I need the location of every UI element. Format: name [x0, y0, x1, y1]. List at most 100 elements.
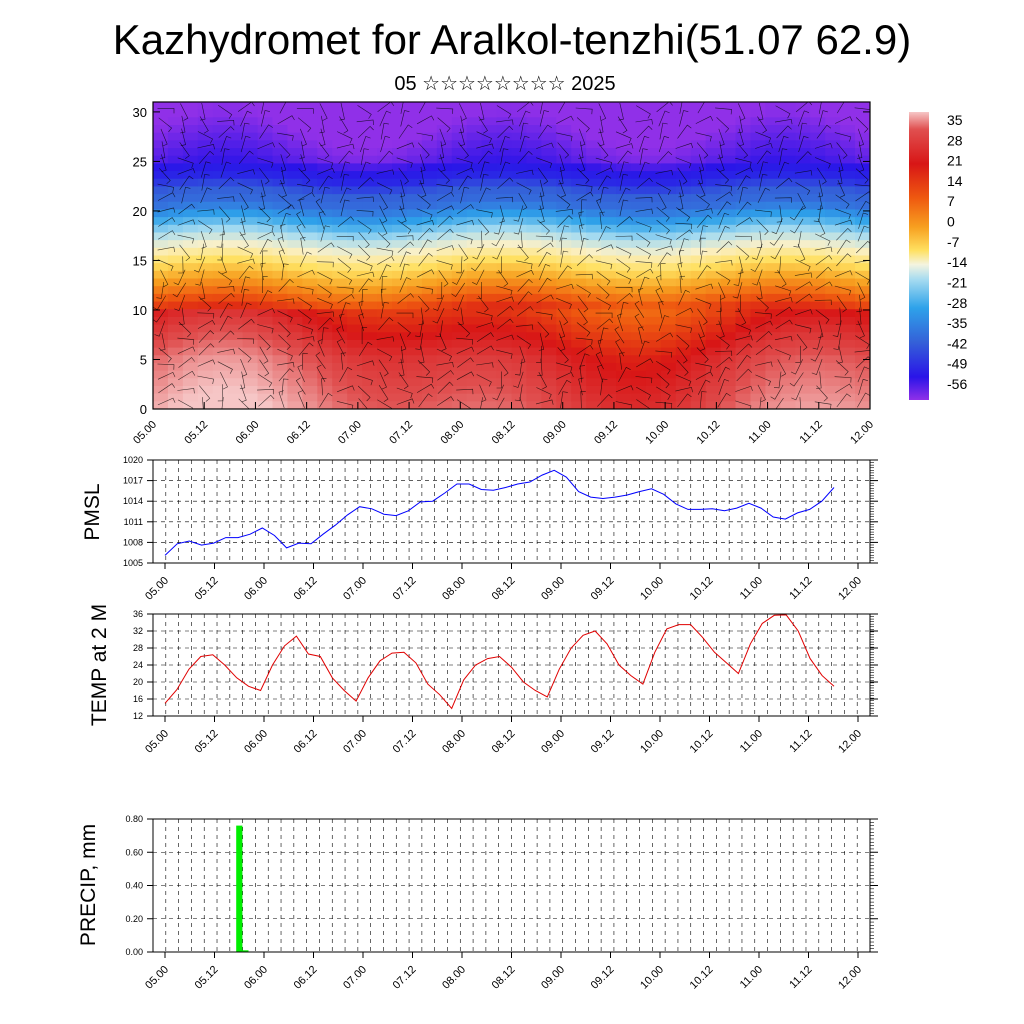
- heat-cell: [735, 362, 752, 372]
- heat-cell: [212, 240, 229, 249]
- wind-barb: [217, 196, 235, 202]
- y-tick-label: 1005: [123, 558, 143, 568]
- heat-cell: [436, 301, 453, 310]
- wind-barb: [201, 173, 210, 191]
- wind-barb: [456, 167, 475, 175]
- heat-cell: [347, 171, 363, 180]
- wind-barb: [679, 275, 686, 294]
- x-tick-label: 11.00: [738, 728, 765, 755]
- heat-cell: [153, 117, 169, 126]
- heat-cell: [855, 301, 870, 310]
- wind-barb: [317, 284, 332, 298]
- heat-cell: [167, 140, 184, 149]
- heat-cell: [287, 293, 303, 303]
- heat-cell: [705, 378, 722, 387]
- heat-cell: [511, 355, 528, 364]
- wind-barb: [379, 205, 388, 224]
- heat-cell: [541, 293, 557, 303]
- wind-barb: [636, 232, 651, 247]
- wind-barb: [451, 282, 466, 298]
- heat-cell: [167, 117, 184, 126]
- heat-cell: [212, 132, 229, 141]
- heat-cell: [586, 278, 602, 287]
- heat-cell: [825, 255, 841, 264]
- heat-cell: [765, 255, 781, 264]
- wind-barb: [277, 236, 285, 255]
- wind-barb: [836, 227, 852, 241]
- heat-cell: [855, 385, 870, 395]
- heat-cell: [481, 217, 498, 226]
- heat-cell: [511, 301, 528, 310]
- y-tick-label: 15: [133, 253, 147, 268]
- heat-cell: [317, 293, 333, 303]
- heat-cell: [586, 263, 602, 272]
- heat-cell: [347, 132, 363, 141]
- heat-cell: [392, 339, 408, 349]
- heat-cell: [511, 286, 528, 295]
- heat-cell: [645, 109, 662, 118]
- x-tick-label: 08.12: [490, 728, 518, 756]
- heat-cell: [182, 278, 199, 287]
- heat-cell: [660, 401, 677, 409]
- wind-barb: [856, 307, 862, 325]
- heat-cell: [436, 378, 453, 387]
- heat-cell: [601, 324, 617, 333]
- heat-cell: [556, 293, 572, 303]
- heat-cell: [182, 362, 199, 372]
- heat-cell: [825, 347, 841, 356]
- heat-cell: [197, 324, 214, 333]
- heat-cell: [541, 378, 557, 387]
- heat-cell: [840, 309, 856, 318]
- heat-cell: [182, 201, 199, 211]
- heat-cell: [645, 401, 662, 409]
- heat-cell: [436, 316, 453, 326]
- heat-cell: [675, 355, 692, 364]
- x-tick-label: 06.12: [285, 419, 313, 447]
- heat-cell: [810, 125, 826, 134]
- wind-barb: [678, 179, 684, 198]
- heat-cell: [810, 178, 826, 188]
- heat-cell: [571, 132, 587, 141]
- x-tick-label: 10.00: [643, 419, 671, 447]
- heat-cell: [347, 393, 363, 402]
- wind-barb: [857, 225, 869, 242]
- heat-cell: [720, 332, 737, 341]
- wind-barb: [735, 217, 753, 227]
- heat-cell: [197, 194, 214, 203]
- heat-cell: [511, 201, 528, 211]
- heat-cell: [720, 309, 737, 318]
- heat-cell: [645, 355, 662, 364]
- wind-barb: [635, 208, 653, 214]
- wind-barb: [857, 320, 865, 339]
- heat-cell: [601, 125, 617, 134]
- heat-cell: [690, 270, 707, 280]
- heat-cell: [406, 109, 423, 118]
- wind-barb: [579, 238, 589, 255]
- wind-barb: [356, 360, 375, 367]
- wind-barbs: [153, 102, 870, 409]
- heat-cell: [675, 163, 692, 172]
- heat-cell: [182, 178, 199, 188]
- wind-barb: [675, 157, 692, 169]
- wind-barb: [615, 272, 632, 285]
- heat-cell: [750, 186, 767, 195]
- wind-barb: [636, 358, 654, 368]
- heat-cell: [332, 117, 348, 126]
- wind-barb: [597, 175, 612, 190]
- heat-cell: [167, 309, 184, 318]
- wind-barb: [221, 148, 230, 166]
- wind-barb: [377, 102, 395, 112]
- heat-cell: [660, 324, 677, 333]
- heat-cell: [750, 355, 767, 364]
- heat-cell: [317, 132, 333, 141]
- wind-barb: [595, 244, 614, 252]
- heat-cell: [526, 316, 542, 326]
- heat-cell: [212, 186, 229, 195]
- wind-barb: [396, 142, 415, 150]
- heat-cell: [466, 293, 483, 303]
- heat-cell: [153, 232, 169, 241]
- wind-barb: [317, 242, 335, 253]
- wind-barb: [815, 266, 832, 279]
- wind-barb: [755, 361, 773, 367]
- wind-barb: [677, 167, 688, 185]
